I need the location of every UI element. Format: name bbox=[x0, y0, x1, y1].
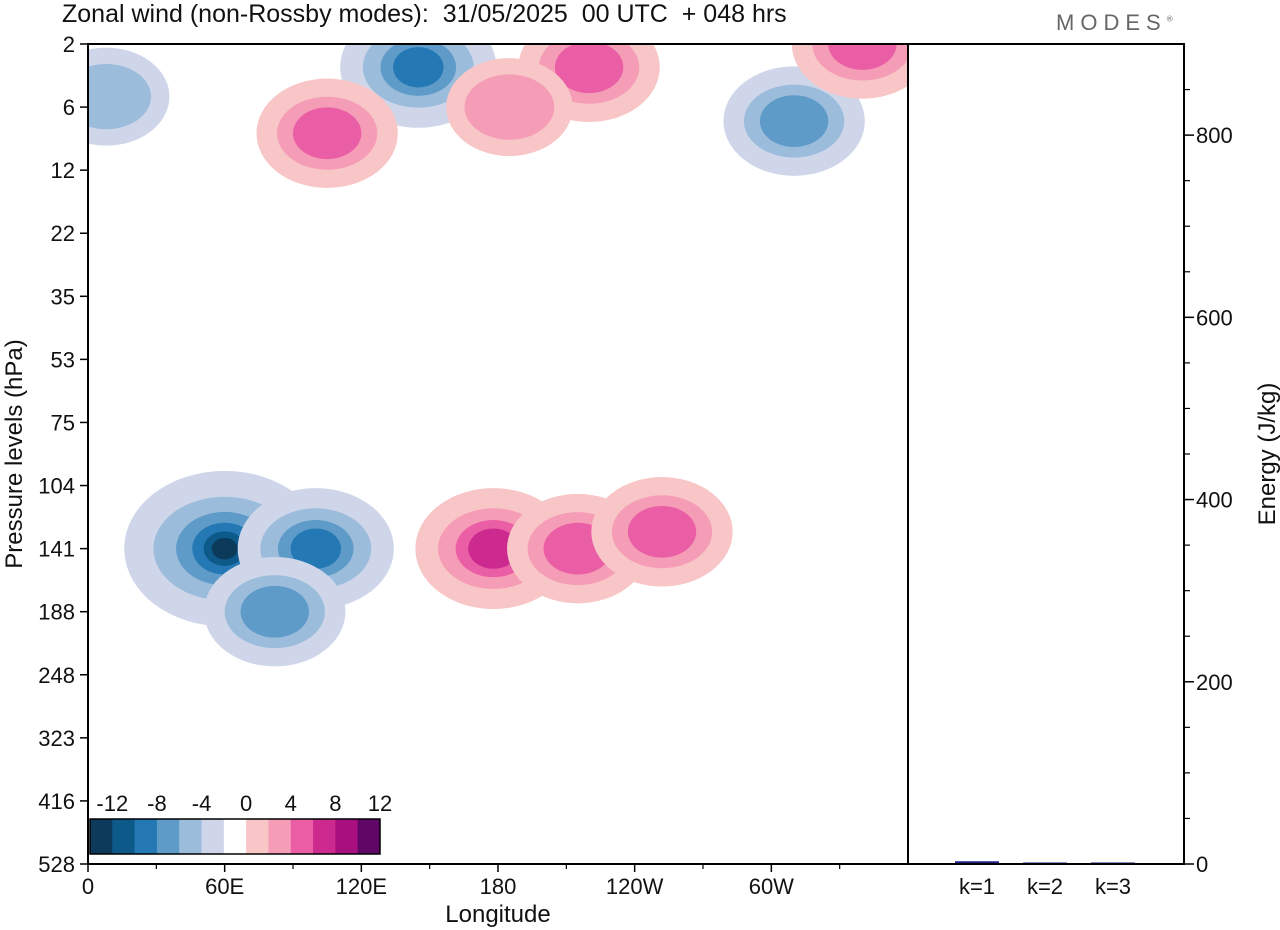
colorbar-label: 12 bbox=[368, 791, 392, 816]
energy-bar-label: k=3 bbox=[1095, 874, 1131, 899]
colorbar-frame bbox=[89, 818, 381, 855]
colorbar-swatch bbox=[134, 819, 158, 854]
x-tick-label: 120E bbox=[336, 874, 387, 899]
energy-tick-label: 200 bbox=[1196, 670, 1233, 695]
heatmap-feature bbox=[256, 78, 398, 188]
x-axis: 0 60E 120E 180 120W 60W bbox=[82, 864, 841, 899]
energy-frame bbox=[907, 43, 1185, 865]
y-tick-label: 53 bbox=[51, 347, 75, 372]
heatmap-feature bbox=[791, 44, 908, 99]
colorbar-label: 8 bbox=[329, 791, 341, 816]
energy-bar-label: k=2 bbox=[1027, 874, 1063, 899]
contour-level bbox=[468, 528, 519, 569]
colorbar-swatch bbox=[179, 819, 203, 854]
contour-level bbox=[88, 63, 152, 130]
heatmap-feature bbox=[591, 477, 733, 587]
energy-axis-label: Energy (J/kg) bbox=[1254, 383, 1280, 526]
colorbar-swatch bbox=[223, 819, 247, 854]
contour-level bbox=[211, 537, 238, 560]
y-axis: 2 6 12 22 35 53 75 104 141 188 248 323 416 528 bbox=[38, 32, 88, 877]
contour-level bbox=[290, 528, 341, 569]
heatmap-feature bbox=[88, 47, 170, 146]
contour-level bbox=[464, 74, 555, 140]
colorbar-swatch bbox=[335, 819, 359, 854]
contour-level bbox=[240, 585, 309, 638]
modes-logo: MODES® bbox=[1056, 10, 1173, 36]
colorbar-label: -4 bbox=[192, 791, 212, 816]
logo-registered-mark: ® bbox=[1166, 14, 1173, 24]
y-tick-label: 188 bbox=[38, 600, 75, 625]
y-tick-label: 2 bbox=[63, 32, 75, 57]
colorbar: -12 -8 -4 0 4 8 12 bbox=[89, 791, 392, 855]
x-tick-label: 60E bbox=[205, 874, 244, 899]
heatmap-feature bbox=[446, 58, 573, 157]
chart-title: Zonal wind (non-Rossby modes): 31/05/202… bbox=[62, 0, 787, 28]
contour-level bbox=[393, 47, 444, 88]
y-tick-label: 22 bbox=[51, 221, 75, 246]
energy-tick-label: 800 bbox=[1196, 123, 1233, 148]
y-tick-label: 104 bbox=[38, 474, 75, 499]
colorbar-swatch bbox=[156, 819, 180, 854]
colorbar-swatch bbox=[112, 819, 136, 854]
contour-level bbox=[759, 95, 829, 147]
heatmap-feature bbox=[204, 556, 346, 667]
y-tick-label: 75 bbox=[51, 410, 75, 435]
energy-tick-label: 0 bbox=[1196, 852, 1208, 877]
x-tick-label: 180 bbox=[480, 874, 517, 899]
logo-text: MODES bbox=[1056, 10, 1167, 35]
colorbar-label: -8 bbox=[147, 791, 167, 816]
x-axis-label: Longitude bbox=[445, 901, 550, 928]
y-tick-label: 12 bbox=[51, 158, 75, 183]
y-tick-label: 528 bbox=[38, 852, 75, 877]
y-axis-label: Pressure levels (hPa) bbox=[1, 339, 28, 568]
colorbar-swatch bbox=[268, 819, 292, 854]
x-tick-label: 0 bbox=[82, 874, 94, 899]
energy-bar-chart: 0 200 400 600 800 k=1 k=2 k=3 bbox=[955, 88, 1233, 899]
y-tick-label: 416 bbox=[38, 789, 75, 814]
x-tick-label: 60W bbox=[749, 874, 794, 899]
energy-bar-label: k=1 bbox=[959, 874, 995, 899]
y-tick-label: 248 bbox=[38, 663, 75, 688]
colorbar-swatch bbox=[90, 819, 113, 854]
x-tick-label: 120W bbox=[606, 874, 664, 899]
colorbar-swatch bbox=[313, 819, 336, 854]
colorbar-label: 0 bbox=[240, 791, 252, 816]
contour-level bbox=[292, 107, 362, 160]
energy-tick-label: 400 bbox=[1196, 488, 1233, 513]
colorbar-swatch bbox=[357, 819, 381, 854]
contour-level bbox=[554, 44, 624, 94]
y-tick-label: 323 bbox=[38, 726, 75, 751]
colorbar-swatch bbox=[246, 819, 269, 854]
y-tick-label: 6 bbox=[63, 95, 75, 120]
y-tick-label: 141 bbox=[38, 537, 75, 562]
colorbar-swatch bbox=[201, 819, 225, 854]
colorbar-label: -12 bbox=[96, 791, 128, 816]
energy-bar bbox=[955, 861, 999, 864]
energy-tick-label: 600 bbox=[1196, 305, 1233, 330]
heatmap-feature bbox=[723, 66, 865, 176]
contour-level bbox=[828, 44, 897, 70]
y-tick-label: 35 bbox=[51, 284, 75, 309]
colorbar-swatch bbox=[290, 819, 314, 854]
heatmap-plot-area bbox=[88, 44, 908, 667]
colorbar-label: 4 bbox=[285, 791, 297, 816]
contour-level bbox=[627, 505, 697, 558]
